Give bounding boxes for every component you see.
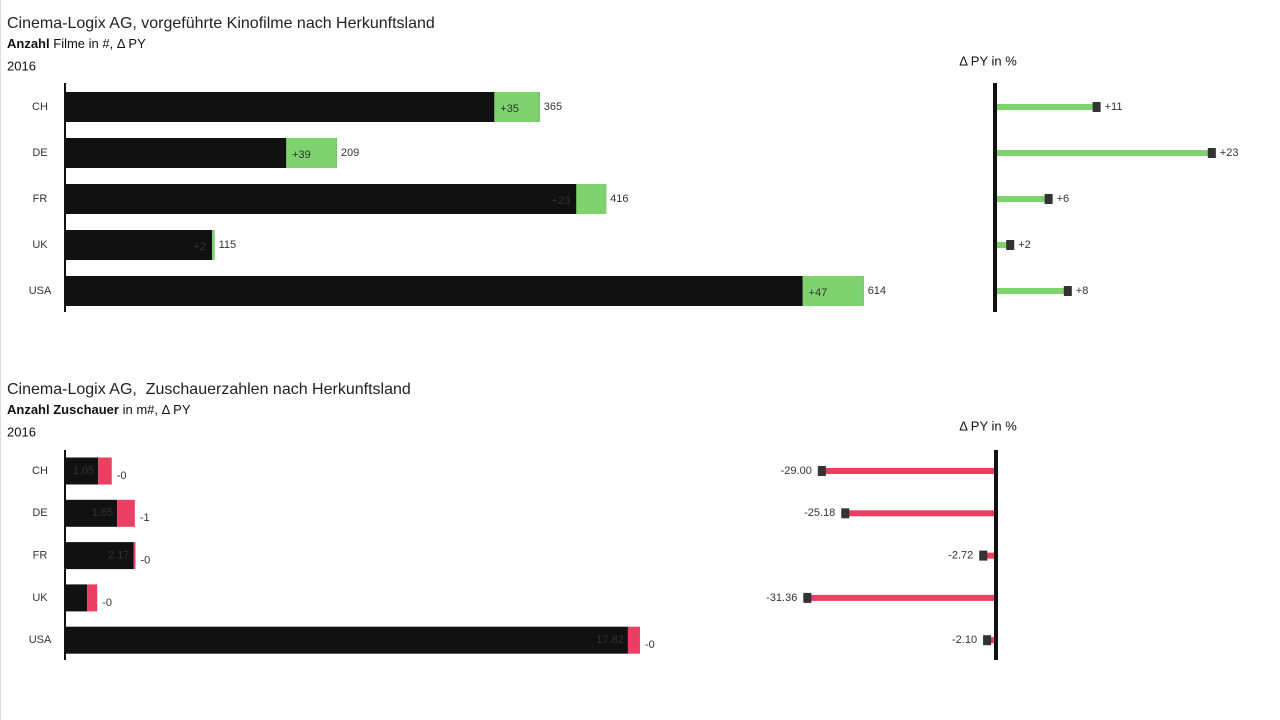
delta-bar: [211, 230, 215, 260]
delta-pct-bar: [979, 552, 996, 559]
delta-bar: [494, 92, 540, 122]
bar: [65, 499, 118, 527]
delta-pct-cap: [817, 466, 826, 476]
delta-label: -1: [140, 512, 150, 524]
delta-pct-bar: [803, 594, 996, 601]
chart-title: Cinema-Logix AG, vorgeführte Kinofilme n…: [7, 15, 435, 32]
delta-bar: [802, 276, 864, 306]
delta-bar: [117, 499, 135, 527]
subtitle-measure: Anzahl Zuschauer: [7, 402, 119, 417]
delta-pct-label: +2: [1018, 239, 1031, 251]
chart-subtitle: Anzahl Zuschauer in m#, Δ PY: [7, 402, 191, 417]
delta-bar: [133, 542, 136, 570]
bar: [65, 230, 215, 260]
subtitle-unit: in m#, Δ PY: [123, 402, 191, 417]
value-label: 2.17: [108, 550, 129, 562]
delta-pct-title: Δ PY in %: [959, 53, 1017, 68]
delta-pct-bar: [841, 510, 996, 517]
category-label: USA: [29, 285, 52, 297]
chart-subtitle: Anzahl Filme in #, Δ PY: [7, 36, 146, 51]
delta-label: -0: [140, 555, 150, 567]
year-label: 2016: [7, 424, 36, 439]
delta-label: -0: [102, 597, 112, 609]
delta-pct-cap: [1063, 286, 1072, 296]
delta-pct-cap: [1207, 148, 1216, 158]
delta-bar: [576, 184, 607, 214]
delta-pct-bar: [817, 468, 996, 474]
delta-pct-title: Δ PY in %: [959, 418, 1017, 433]
delta-label: +2: [193, 241, 206, 253]
value-label: 1.05: [73, 465, 94, 477]
bar: [65, 184, 607, 214]
bar: [65, 626, 628, 654]
delta-bar: [98, 457, 112, 485]
delta-pct-bar: [995, 104, 1101, 110]
delta-pct-cap: [841, 508, 850, 519]
subtitle-unit: Filme in #, Δ PY: [53, 36, 146, 51]
delta-pct-cap: [1006, 240, 1015, 250]
bar: [65, 276, 864, 306]
value-label: 209: [341, 147, 359, 159]
bar: [65, 542, 134, 570]
delta-pct-bar: [995, 150, 1216, 156]
delta-label: -0: [117, 470, 127, 482]
year-label: 2016: [7, 58, 36, 73]
delta-pct-bar: [995, 288, 1072, 294]
category-label: DE: [32, 507, 47, 519]
delta-pct-cap: [803, 592, 812, 603]
bar: [65, 92, 540, 122]
delta-label: +47: [809, 287, 828, 299]
delta-pct-label: +11: [1105, 101, 1123, 113]
value-label: 17.82: [596, 634, 624, 646]
delta-pct-label: +6: [1057, 193, 1070, 205]
category-label: FR: [33, 193, 48, 205]
chart-title: Cinema-Logix AG, Zuschauerzahlen nach He…: [7, 381, 411, 398]
value-label: 1.65: [92, 507, 113, 519]
value-label: 365: [544, 101, 562, 113]
category-label: USA: [29, 634, 52, 646]
delta-pct-label: -25.18: [804, 507, 835, 519]
delta-label: +35: [500, 103, 519, 115]
delta-label: +23: [552, 195, 571, 207]
delta-bar: [627, 626, 640, 654]
delta-label: -0: [645, 639, 655, 651]
delta-pct-label: +8: [1076, 285, 1089, 297]
subtitle-measure: Anzahl: [7, 36, 50, 51]
delta-pct-label: -2.72: [948, 550, 973, 562]
delta-pct-cap: [979, 550, 988, 561]
category-label: DE: [32, 147, 47, 159]
category-label: UK: [32, 592, 48, 604]
delta-pct-label: -31.36: [766, 592, 797, 604]
delta-pct-cap: [1092, 102, 1101, 112]
category-label: FR: [33, 550, 48, 562]
value-label: 115: [219, 239, 237, 251]
delta-pct-bar: [995, 196, 1053, 202]
bar: [65, 584, 88, 612]
value-label: 416: [610, 193, 628, 205]
category-label: CH: [32, 465, 48, 477]
delta-bar: [87, 584, 98, 612]
bar: [65, 457, 99, 485]
delta-pct-cap: [983, 635, 992, 646]
delta-label: +39: [292, 149, 311, 161]
delta-pct-label: +23: [1220, 147, 1239, 159]
delta-pct-label: -2.10: [952, 634, 977, 646]
category-label: CH: [32, 101, 48, 113]
delta-bar: [286, 138, 337, 168]
delta-pct-bar: [995, 242, 1015, 248]
category-label: UK: [32, 239, 48, 251]
delta-pct-label: -29.00: [781, 465, 812, 477]
delta-pct-cap: [1044, 194, 1053, 204]
value-label: 614: [868, 285, 886, 297]
